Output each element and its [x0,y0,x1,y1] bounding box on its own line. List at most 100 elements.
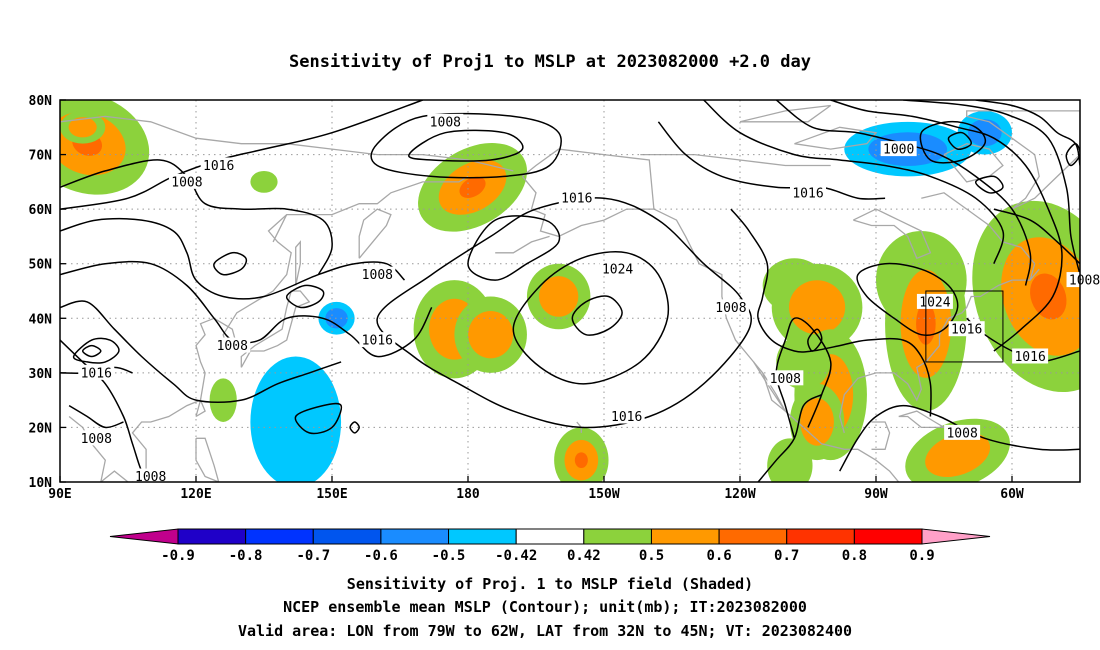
contour-label-bg [78,430,115,446]
coastline-segment [95,448,129,482]
colorbar-swatch [312,528,382,545]
colorbar-label: 0.8 [842,548,867,564]
positive-sensitivity-patch [209,378,237,422]
colorbar-swatch [177,528,247,545]
y-tick-label: 70N [29,149,53,164]
contour-label: 1008 [770,372,801,387]
colorbar-swatch [853,528,923,545]
coastline-segment [131,399,201,482]
positive-sensitivity-patch [905,418,1010,482]
mslp-isobar [974,175,1004,194]
x-tick-label: 120W [724,487,755,502]
coastline-segment [521,148,655,238]
mslp-isobar [60,260,433,358]
colorbar-label: 0.42 [567,548,601,564]
positive-sensitivity-patch [60,110,106,144]
mslp-isobar [294,402,343,435]
contour-label-bg [427,113,464,129]
positive-sensitivity-patch [767,438,813,482]
colorbar-label: -0.8 [229,548,263,564]
contour-label-bg [168,173,205,189]
contour-label: 1000 [883,143,914,158]
contour-label-bg [880,141,917,157]
x-tick-label: 150E [316,487,347,502]
y-tick-label: 30N [29,367,53,382]
coastline-segment [898,410,947,429]
colorbar-label: -0.6 [364,548,398,564]
coastline-segment [195,437,220,482]
coastline-segment [295,240,301,286]
contour-label: 1008 [430,115,461,130]
mslp-isobar [60,300,342,403]
coastline-segment [753,361,786,412]
mslp-isobar [856,262,959,336]
colorbar-label: -0.9 [161,548,195,564]
colorbar-label: -0.7 [296,548,330,564]
contour-label-bg [948,321,985,337]
contour-label-bg [712,299,749,315]
positive-sensitivity-patch [554,427,609,482]
contour-label-bg [767,370,804,386]
coastline-segment [839,268,1040,434]
y-tick-label: 50N [29,258,53,273]
mslp-isobar [1065,142,1080,167]
contour-label-bg [214,337,251,353]
contour-label-bg [1012,348,1049,364]
x-tick-label: 180 [456,487,480,502]
mslp-isobar [60,159,333,275]
contour-label: 1016 [203,159,234,174]
contour-label: 1008 [135,470,166,485]
footer-line-3: Valid area: LON from 79W to 62W, LAT fro… [238,622,852,640]
mslp-isobar [919,120,987,164]
coastline-segment [195,175,469,401]
x-tick-label: 90W [864,487,888,502]
contour-label: 1016 [792,186,823,201]
colorbar-swatch [583,528,652,545]
colorbar-swatch [245,528,314,545]
contour-label: 1016 [561,192,592,207]
positive-sensitivity-patch [972,200,1080,393]
colorbar-high-triangle [921,528,991,545]
contour-label: 1016 [362,334,393,349]
mslp-isobar [512,250,670,385]
mslp-isobar [839,404,1080,472]
contour-label-bg [944,424,981,440]
valid-area-box [925,290,1004,363]
positive-sensitivity-patch [454,296,527,373]
mslp-isobar [285,284,325,309]
contour-label: 1008 [171,175,202,190]
coastline-segment [853,208,932,260]
footer-line-2: NCEP ensemble mean MSLP (Contour); unit(… [283,598,807,616]
mslp-isobar [68,404,124,429]
coastline-segment [871,421,891,450]
colorbar-label: -0.5 [432,548,466,564]
coastline-segment [195,398,206,418]
mslp-isobar [81,344,102,358]
longitude-ticks: 90E 120E 150E 180 150W 120W 90W 60W [48,476,1024,502]
colorbar-label: 0.6 [706,548,731,564]
contour-label-bg [1066,272,1100,288]
mslp-isobar [775,317,832,439]
y-tick-label: 40N [29,312,53,327]
sensitivity-shading [60,100,1080,482]
mslp-isobar [830,100,1063,352]
coastline-segment [495,235,550,254]
colorbar-swatch [448,528,517,545]
negative-sensitivity-patch [250,356,342,482]
colorbar-swatch [786,528,855,545]
contour-label: 1024 [602,263,633,278]
y-tick-label: 80N [29,94,53,109]
latitude-ticks: 10N 20N 30N 40N 50N 60N 70N 80N [29,94,66,491]
contour-label: 1016 [81,366,112,381]
mslp-isobar [993,208,1080,265]
mslp-isobar [72,337,120,364]
colorbar-swatch [718,528,788,545]
contour-label-bg [78,364,115,380]
colorbar-swatch [380,528,450,545]
contour-label: 1016 [611,410,642,425]
coastline-segment [240,290,311,368]
contour-label: 1008 [217,339,248,354]
colorbar-label: -0.42 [495,548,537,564]
